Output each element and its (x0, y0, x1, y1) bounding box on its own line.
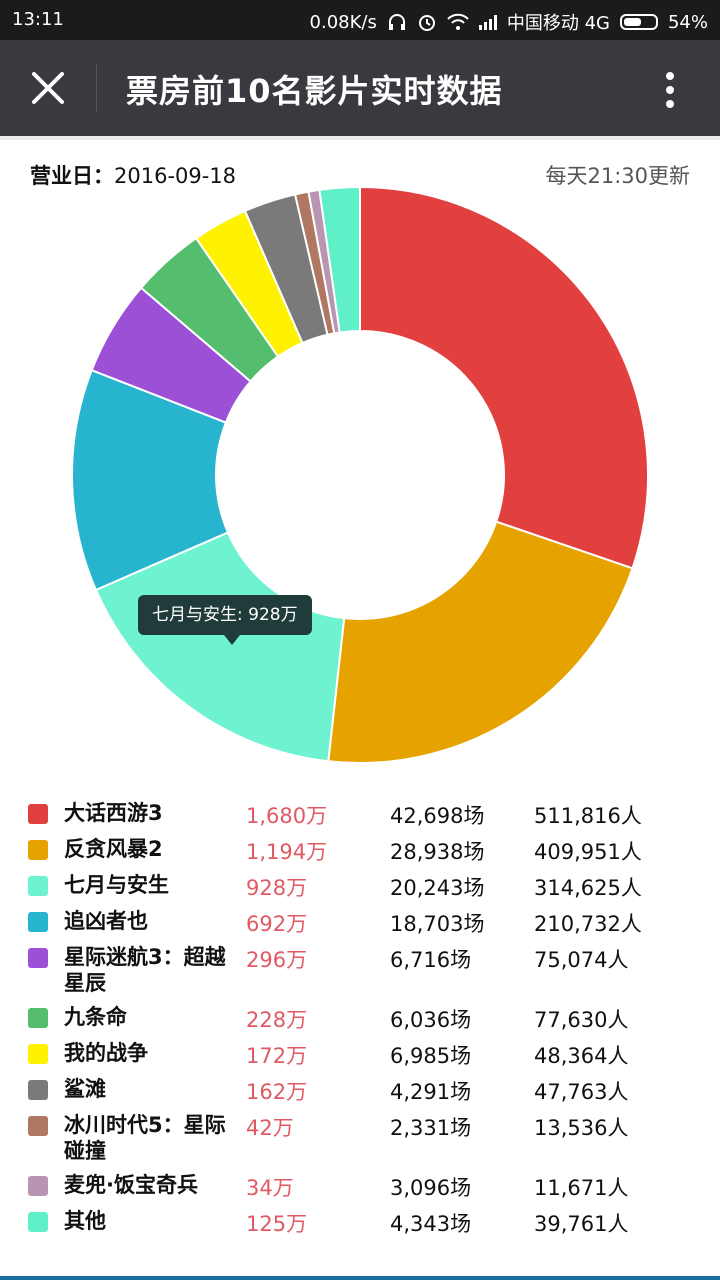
legend-box-office: 172万 (246, 1044, 308, 1068)
more-button[interactable] (640, 60, 700, 120)
legend-shows: 6,716场 (390, 948, 472, 972)
legend-name: 麦兜·饭宝奇兵 (64, 1173, 198, 1197)
donut-chart-svg (71, 185, 649, 764)
signal-icon (477, 13, 497, 31)
legend-swatch (28, 840, 48, 860)
battery-icon (619, 14, 658, 30)
legend-swatch (28, 912, 48, 932)
legend-shows: 18,703场 (390, 912, 485, 936)
legend-people: 75,074人 (534, 948, 629, 972)
battery-percent: 54% (667, 11, 708, 33)
battery-fill (623, 18, 641, 26)
chart-tooltip: 七月与安生: 928万 (138, 595, 312, 645)
legend-people: 39,761人 (534, 1212, 629, 1236)
legend-name: 冰川时代5：星际碰撞 (64, 1113, 226, 1163)
legend-name: 反贪风暴2 (64, 837, 163, 861)
legend-shows: 4,291场 (390, 1080, 472, 1104)
legend-shows: 6,985场 (390, 1044, 472, 1068)
legend-name: 九条命 (64, 1005, 127, 1029)
legend-box-office: 296万 (246, 948, 308, 972)
legend-shows: 4,343场 (390, 1212, 472, 1236)
close-icon (32, 72, 64, 104)
legend-box-office: 34万 (246, 1176, 294, 1200)
legend-swatch (28, 1212, 48, 1232)
legend-swatch (28, 876, 48, 896)
legend-people: 77,630人 (534, 1008, 629, 1032)
legend-box-office: 692万 (246, 912, 308, 936)
business-date-label: 营业日： (30, 164, 114, 188)
legend-name: 七月与安生 (64, 873, 169, 897)
legend-name: 我的战争 (64, 1041, 148, 1065)
legend-swatch (28, 1008, 48, 1028)
carrier-label: 中国移动 4G (506, 13, 610, 34)
alarm-icon (417, 13, 437, 31)
legend-shows: 6,036场 (390, 1008, 472, 1032)
legend-name: 鲨滩 (64, 1077, 106, 1101)
legend-name: 追凶者也 (64, 909, 148, 933)
legend-name: 其他 (64, 1209, 106, 1233)
legend-box-office: 125万 (246, 1212, 308, 1236)
legend-people: 511,816人 (534, 804, 642, 828)
status-bar: 13:11 0.08K/s 中国移动 4G 54% (0, 0, 720, 40)
wifi-icon (447, 13, 469, 31)
page-title: 票房前10名影片实时数据 (126, 72, 503, 110)
bottom-bar (0, 1276, 720, 1280)
network-speed: 0.08K/s (309, 11, 377, 33)
legend-box-office: 162万 (246, 1080, 308, 1104)
donut-slice[interactable] (327, 520, 634, 764)
legend-swatch (28, 1116, 48, 1136)
legend-swatch (28, 804, 48, 824)
legend-swatch (28, 1176, 48, 1196)
app-bar: 票房前10名影片实时数据 (0, 40, 720, 136)
legend-people: 314,625人 (534, 876, 642, 900)
legend-swatch (28, 948, 48, 968)
legend-swatch (28, 1080, 48, 1100)
donut-slice[interactable] (359, 185, 649, 570)
legend-name: 星际迷航3：超越星辰 (64, 945, 226, 995)
legend-box-office: 42万 (246, 1116, 294, 1140)
headset-icon (387, 13, 407, 31)
status-time: 13:11 (12, 9, 64, 30)
legend-box-office: 1,680万 (246, 804, 328, 828)
legend-people: 47,763人 (534, 1080, 629, 1104)
legend-shows: 2,331场 (390, 1116, 472, 1140)
legend-name: 大话西游3 (64, 801, 163, 825)
business-date-value: 2016-09-18 (114, 164, 237, 188)
legend-people: 409,951人 (534, 840, 642, 864)
legend-shows: 20,243场 (390, 876, 485, 900)
legend-shows: 3,096场 (390, 1176, 472, 1200)
status-right: 0.08K/s 中国移动 4G 54% (310, 9, 708, 35)
legend-people: 210,732人 (534, 912, 642, 936)
legend-swatch (28, 1044, 48, 1064)
app-bar-divider (96, 64, 97, 112)
legend-box-office: 928万 (246, 876, 308, 900)
legend-box-office: 228万 (246, 1008, 308, 1032)
legend-people: 13,536人 (534, 1116, 629, 1140)
donut-slice[interactable] (318, 185, 361, 334)
legend-people: 48,364人 (534, 1044, 629, 1068)
close-button[interactable] (18, 58, 78, 118)
legend-box-office: 1,194万 (246, 840, 328, 864)
update-note: 每天21:30更新 (545, 164, 690, 188)
business-date: 营业日：2016-09-18 (30, 160, 236, 190)
donut-chart (0, 180, 720, 780)
info-row: 营业日：2016-09-18 每天21:30更新 (0, 136, 720, 188)
legend-shows: 28,938场 (390, 840, 485, 864)
more-vert-icon (666, 72, 674, 108)
legend-shows: 42,698场 (390, 804, 485, 828)
legend-people: 11,671人 (534, 1176, 629, 1200)
